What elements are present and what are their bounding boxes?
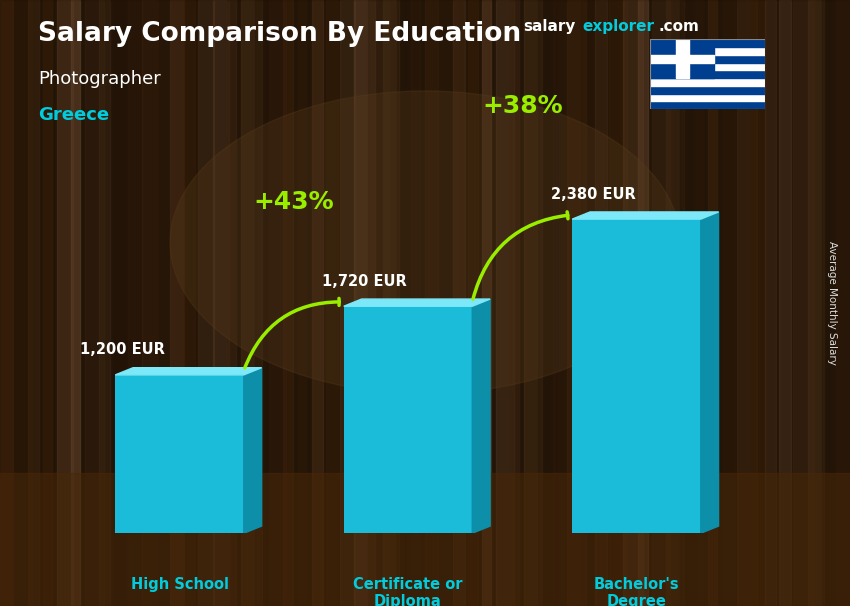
Bar: [99, 0, 110, 606]
Bar: [468, 0, 478, 606]
Bar: [552, 0, 565, 606]
Bar: [623, 0, 643, 606]
Text: Salary Comparison By Education: Salary Comparison By Education: [38, 21, 521, 47]
Bar: [368, 0, 388, 606]
Bar: [269, 0, 286, 606]
Text: +38%: +38%: [482, 94, 563, 118]
Bar: [765, 0, 776, 606]
Text: High School: High School: [131, 577, 229, 592]
Polygon shape: [572, 212, 718, 219]
Text: Greece: Greece: [38, 106, 110, 124]
Bar: [113, 0, 126, 606]
Bar: [638, 0, 648, 606]
Bar: [28, 0, 39, 606]
Bar: [595, 0, 608, 606]
Bar: [184, 0, 196, 606]
Bar: [538, 0, 557, 606]
Text: 1,720 EUR: 1,720 EUR: [322, 274, 407, 289]
Bar: [453, 0, 466, 606]
Bar: [737, 0, 757, 606]
Bar: [694, 0, 703, 606]
Bar: [524, 0, 541, 606]
Bar: [343, 306, 473, 533]
Text: +43%: +43%: [253, 190, 334, 213]
Bar: [14, 0, 32, 606]
Text: .com: .com: [659, 19, 700, 35]
Bar: [326, 0, 338, 606]
Bar: [581, 0, 593, 606]
Text: Bachelor's
Degree: Bachelor's Degree: [593, 577, 679, 606]
Bar: [567, 0, 586, 606]
Bar: [142, 0, 158, 606]
Text: 2,380 EUR: 2,380 EUR: [551, 187, 636, 202]
Bar: [42, 0, 52, 606]
Bar: [354, 0, 375, 606]
Bar: [822, 0, 841, 606]
Bar: [227, 0, 236, 606]
Bar: [0, 0, 14, 606]
Bar: [650, 78, 765, 86]
Bar: [793, 0, 813, 606]
Polygon shape: [343, 299, 490, 306]
Bar: [680, 0, 695, 606]
Polygon shape: [116, 368, 262, 375]
Bar: [650, 39, 714, 78]
Bar: [650, 70, 765, 78]
Bar: [312, 0, 324, 606]
Bar: [650, 55, 714, 62]
Bar: [156, 0, 168, 606]
Text: 1,200 EUR: 1,200 EUR: [80, 342, 164, 358]
Bar: [241, 0, 262, 606]
Bar: [572, 219, 700, 533]
Bar: [298, 0, 307, 606]
Bar: [496, 0, 514, 606]
Bar: [439, 0, 458, 606]
Bar: [609, 0, 627, 606]
Bar: [650, 86, 765, 93]
Bar: [652, 0, 670, 606]
Bar: [510, 0, 518, 606]
Bar: [170, 0, 184, 606]
Bar: [411, 0, 420, 606]
Bar: [666, 0, 684, 606]
Text: Photographer: Photographer: [38, 70, 161, 88]
Bar: [425, 0, 439, 606]
Bar: [779, 0, 791, 606]
Bar: [212, 0, 229, 606]
Ellipse shape: [170, 91, 680, 394]
Bar: [116, 375, 244, 533]
Bar: [283, 0, 293, 606]
Bar: [650, 47, 765, 55]
Bar: [650, 62, 765, 70]
Bar: [650, 39, 765, 47]
Bar: [808, 0, 824, 606]
Bar: [255, 0, 268, 606]
Text: Certificate or
Diploma: Certificate or Diploma: [354, 577, 462, 606]
Bar: [650, 55, 765, 62]
Bar: [0, 473, 850, 606]
Polygon shape: [700, 212, 718, 533]
Text: Average Monthly Salary: Average Monthly Salary: [827, 241, 837, 365]
Bar: [128, 0, 141, 606]
Bar: [751, 0, 764, 606]
Bar: [198, 0, 214, 606]
Polygon shape: [244, 368, 262, 533]
Bar: [708, 0, 717, 606]
Bar: [650, 93, 765, 101]
Text: salary: salary: [523, 19, 575, 35]
Polygon shape: [473, 299, 490, 533]
Bar: [482, 0, 491, 606]
Bar: [71, 0, 80, 606]
Bar: [722, 0, 735, 606]
Bar: [676, 39, 688, 78]
Bar: [836, 0, 850, 606]
Bar: [85, 0, 104, 606]
Text: explorer: explorer: [582, 19, 654, 35]
Bar: [382, 0, 399, 606]
Bar: [650, 101, 765, 109]
Bar: [397, 0, 406, 606]
Bar: [57, 0, 73, 606]
Bar: [340, 0, 355, 606]
